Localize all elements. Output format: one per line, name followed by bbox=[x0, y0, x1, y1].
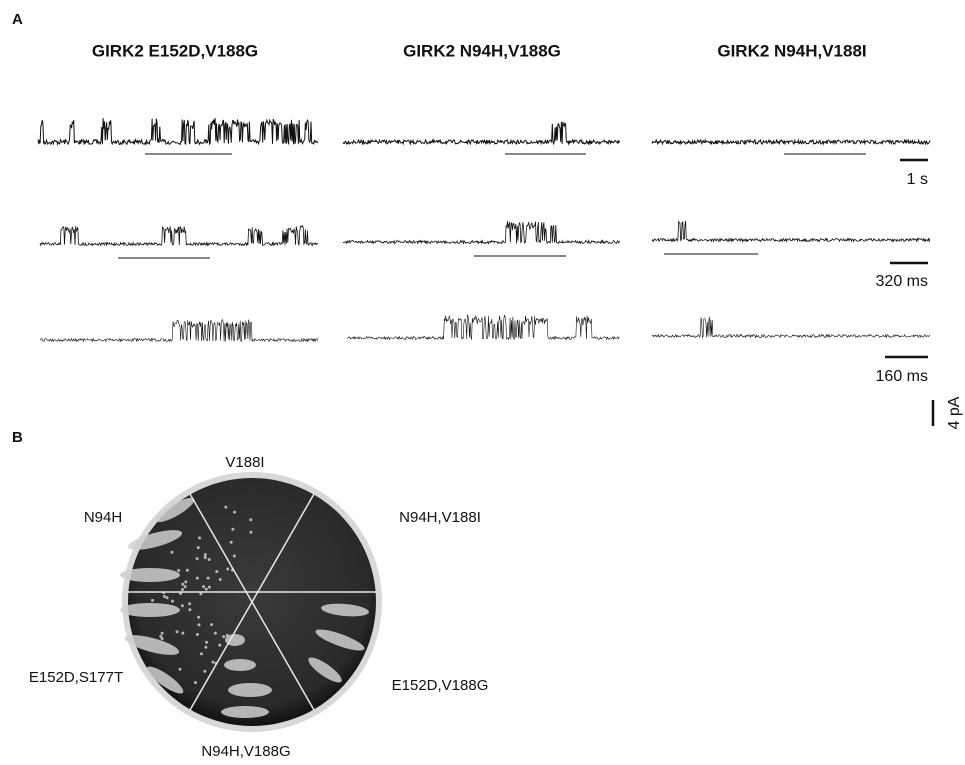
colony bbox=[228, 683, 272, 697]
colony bbox=[249, 531, 252, 534]
colony bbox=[218, 644, 221, 647]
trace bbox=[652, 317, 930, 338]
trace bbox=[347, 315, 619, 340]
scale-label: 4 pA bbox=[946, 396, 963, 429]
colony bbox=[162, 608, 165, 611]
trace bbox=[38, 118, 318, 144]
colony bbox=[221, 706, 269, 718]
colony bbox=[157, 575, 160, 578]
plate-label: E152D,S177T bbox=[29, 669, 123, 686]
scale-label: 160 ms bbox=[876, 368, 928, 385]
panel-label: B bbox=[12, 429, 23, 446]
colony bbox=[194, 681, 197, 684]
colony bbox=[144, 579, 147, 582]
colony bbox=[161, 632, 164, 635]
colony bbox=[166, 596, 169, 599]
plate-label: V188I bbox=[225, 454, 264, 471]
colony bbox=[197, 616, 200, 619]
colony bbox=[159, 608, 162, 611]
figure: A GIRK2 E152D,V188G GIRK2 N94H,V188G GIR… bbox=[0, 0, 965, 765]
colony bbox=[224, 659, 256, 671]
trace bbox=[652, 221, 930, 242]
plate-label: N94H,V188I bbox=[399, 509, 481, 526]
colony bbox=[214, 632, 217, 635]
colony bbox=[198, 536, 201, 539]
plate-label: N94H bbox=[84, 509, 122, 526]
colony bbox=[170, 605, 173, 608]
colony bbox=[226, 567, 229, 570]
colony bbox=[199, 592, 202, 595]
trace bbox=[343, 122, 620, 144]
colony bbox=[120, 568, 180, 582]
colony bbox=[170, 551, 173, 554]
colony bbox=[154, 579, 157, 582]
colony bbox=[171, 533, 174, 536]
colony bbox=[198, 623, 201, 626]
colony bbox=[196, 557, 199, 560]
trace bbox=[343, 221, 620, 243]
colony bbox=[249, 518, 252, 521]
colony bbox=[202, 585, 205, 588]
column-title: GIRK2 N94H,V188I bbox=[717, 41, 866, 60]
colony bbox=[205, 588, 208, 591]
colony bbox=[230, 541, 233, 544]
colony bbox=[178, 668, 181, 671]
colony bbox=[161, 637, 164, 640]
column-title: GIRK2 E152D,V188G bbox=[92, 41, 258, 60]
trace bbox=[40, 320, 318, 342]
colony bbox=[151, 599, 154, 602]
traces bbox=[38, 118, 930, 341]
colony bbox=[196, 577, 199, 580]
scale-label: 1 s bbox=[907, 171, 928, 188]
colony bbox=[120, 603, 180, 617]
colony bbox=[204, 556, 207, 559]
colony bbox=[204, 646, 207, 649]
colony bbox=[184, 585, 187, 588]
colony bbox=[181, 583, 184, 586]
colony bbox=[177, 569, 180, 572]
colony bbox=[215, 570, 218, 573]
colony bbox=[200, 652, 203, 655]
colony bbox=[233, 511, 236, 514]
colony bbox=[203, 670, 206, 673]
plate bbox=[120, 472, 382, 732]
colony bbox=[188, 608, 191, 611]
plate-label: N94H,V188G bbox=[201, 743, 290, 760]
colony bbox=[188, 602, 191, 605]
colony bbox=[236, 636, 239, 639]
colony bbox=[163, 595, 166, 598]
colony bbox=[196, 633, 199, 636]
colony bbox=[181, 632, 184, 635]
colony bbox=[224, 506, 227, 509]
colony bbox=[197, 546, 200, 549]
colony bbox=[211, 661, 214, 664]
trace bbox=[652, 140, 930, 144]
colony bbox=[226, 634, 229, 637]
colony bbox=[219, 578, 222, 581]
colony bbox=[205, 641, 208, 644]
colony bbox=[181, 604, 184, 607]
colony bbox=[208, 586, 211, 589]
trace bbox=[40, 226, 318, 246]
colony bbox=[176, 630, 179, 633]
colony bbox=[181, 588, 184, 591]
colony bbox=[233, 555, 236, 558]
column-title: GIRK2 N94H,V188G bbox=[403, 41, 561, 60]
colony bbox=[184, 580, 187, 583]
colony bbox=[222, 635, 225, 638]
scale-bars bbox=[885, 160, 933, 426]
colony bbox=[231, 528, 234, 531]
scale-label: 320 ms bbox=[876, 273, 928, 290]
colony bbox=[172, 572, 175, 575]
colony bbox=[208, 558, 211, 561]
colony bbox=[210, 623, 213, 626]
panel-label: A bbox=[12, 11, 23, 28]
colony bbox=[207, 577, 210, 580]
plate-label: E152D,V188G bbox=[392, 677, 489, 694]
colony bbox=[204, 553, 207, 556]
colony bbox=[171, 600, 174, 603]
colony bbox=[186, 569, 189, 572]
